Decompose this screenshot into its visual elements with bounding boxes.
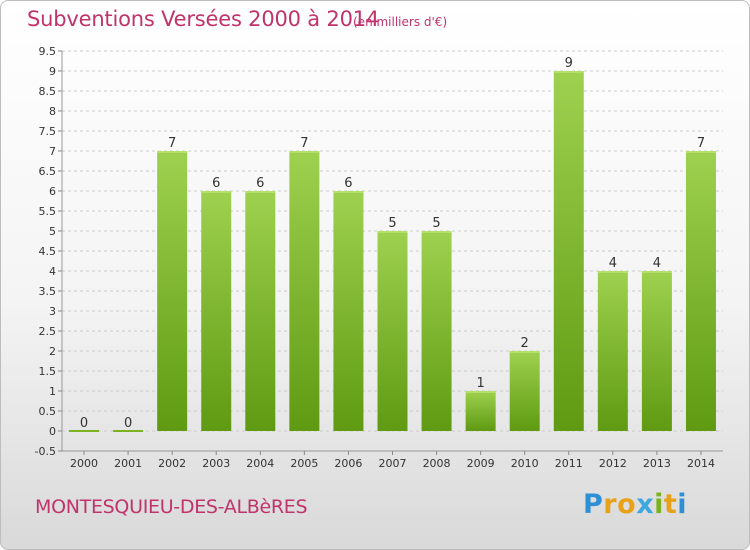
bar-value-label: 4: [653, 256, 661, 271]
bar: [597, 271, 628, 431]
bar: [157, 151, 188, 431]
bar-highlight: [685, 151, 716, 153]
chart-title: Subventions Versées 2000 à 2014: [27, 7, 380, 31]
bar-value-label: 6: [344, 176, 352, 191]
logo-letter: x: [636, 489, 655, 520]
bar: [333, 191, 364, 431]
y-tick-label: 4: [49, 265, 56, 278]
y-tick-label: 5.5: [39, 205, 57, 218]
y-tick-label: 8.5: [39, 85, 57, 98]
x-tick-label: 2010: [511, 457, 539, 470]
logo-letter: o: [617, 489, 637, 520]
bar: [509, 351, 540, 431]
y-tick-label: 5: [49, 225, 56, 238]
bar-highlight: [509, 351, 540, 353]
bar-highlight: [553, 71, 584, 73]
bar-highlight: [157, 151, 188, 153]
x-tick-label: 2008: [423, 457, 451, 470]
bar-value-label: 9: [565, 56, 573, 71]
bar-highlight: [333, 191, 364, 193]
x-tick-label: 2005: [290, 457, 318, 470]
proxiti-logo: Proxiti: [583, 489, 687, 520]
bar-highlight: [201, 191, 232, 193]
logo-letter: t: [663, 489, 678, 520]
y-tick-label: 1: [49, 385, 56, 398]
bar-highlight: [597, 271, 628, 273]
y-tick-label: 7.5: [39, 125, 57, 138]
y-tick-label: -0.5: [35, 445, 56, 458]
bar-highlight: [289, 151, 320, 153]
logo-letter: i: [654, 489, 664, 520]
bar-value-label: 6: [256, 176, 264, 191]
y-tick-label: 6.5: [39, 165, 57, 178]
bar: [685, 151, 716, 431]
x-tick-label: 2004: [246, 457, 274, 470]
x-tick-label: 2001: [114, 457, 142, 470]
bar-value-label: 0: [124, 416, 132, 431]
bar-highlight: [421, 231, 452, 233]
bar-highlight: [377, 231, 408, 233]
bar: [201, 191, 232, 431]
logo-letter: P: [583, 489, 604, 520]
bar: [289, 151, 320, 431]
y-tick-label: 2.5: [39, 325, 57, 338]
bar: [421, 231, 452, 431]
y-tick-label: 9: [49, 65, 56, 78]
bar-value-label: 7: [300, 136, 308, 151]
bar: [465, 391, 496, 431]
bar: [377, 231, 408, 431]
logo-letter: i: [677, 489, 688, 520]
y-tick-label: 3.5: [39, 285, 57, 298]
x-tick-label: 2002: [158, 457, 186, 470]
bar-value-label: 6: [212, 176, 220, 191]
y-tick-label: 2: [49, 345, 56, 358]
bar-value-label: 7: [168, 136, 176, 151]
y-tick-label: 6: [49, 185, 56, 198]
bar-value-label: 7: [697, 136, 705, 151]
x-tick-label: 2011: [555, 457, 583, 470]
bar: [553, 71, 584, 431]
commune-name: MONTESQUIEU-DES-ALBèRES: [35, 496, 308, 518]
x-tick-label: 2007: [379, 457, 407, 470]
x-tick-label: 2003: [202, 457, 230, 470]
bar-value-label: 1: [476, 376, 484, 391]
bar-value-label: 4: [609, 256, 617, 271]
bar: [641, 271, 672, 431]
y-tick-label: 0.5: [39, 405, 57, 418]
y-tick-label: 8: [49, 105, 56, 118]
bar-highlight: [641, 271, 672, 273]
y-tick-label: 1.5: [39, 365, 57, 378]
y-tick-label: 9.5: [39, 45, 57, 58]
x-tick-label: 2006: [334, 457, 362, 470]
y-tick-label: 0: [49, 425, 56, 438]
y-tick-label: 3: [49, 305, 56, 318]
x-tick-label: 2014: [687, 457, 715, 470]
x-tick-label: 2009: [467, 457, 495, 470]
logo-letter: r: [603, 489, 618, 520]
bar-value-label: 0: [80, 416, 88, 431]
bar: [245, 191, 276, 431]
x-tick-label: 2012: [599, 457, 627, 470]
unit-note: (en milliers d'€): [353, 15, 448, 29]
x-tick-label: 2013: [643, 457, 671, 470]
bar-highlight: [245, 191, 276, 193]
y-tick-label: 4.5: [39, 245, 57, 258]
y-tick-label: 7: [49, 145, 56, 158]
bar-value-label: 2: [521, 336, 529, 351]
x-tick-label: 2000: [70, 457, 98, 470]
bar-value-label: 5: [432, 216, 440, 231]
bar-value-label: 5: [388, 216, 396, 231]
bar-highlight: [465, 391, 496, 393]
